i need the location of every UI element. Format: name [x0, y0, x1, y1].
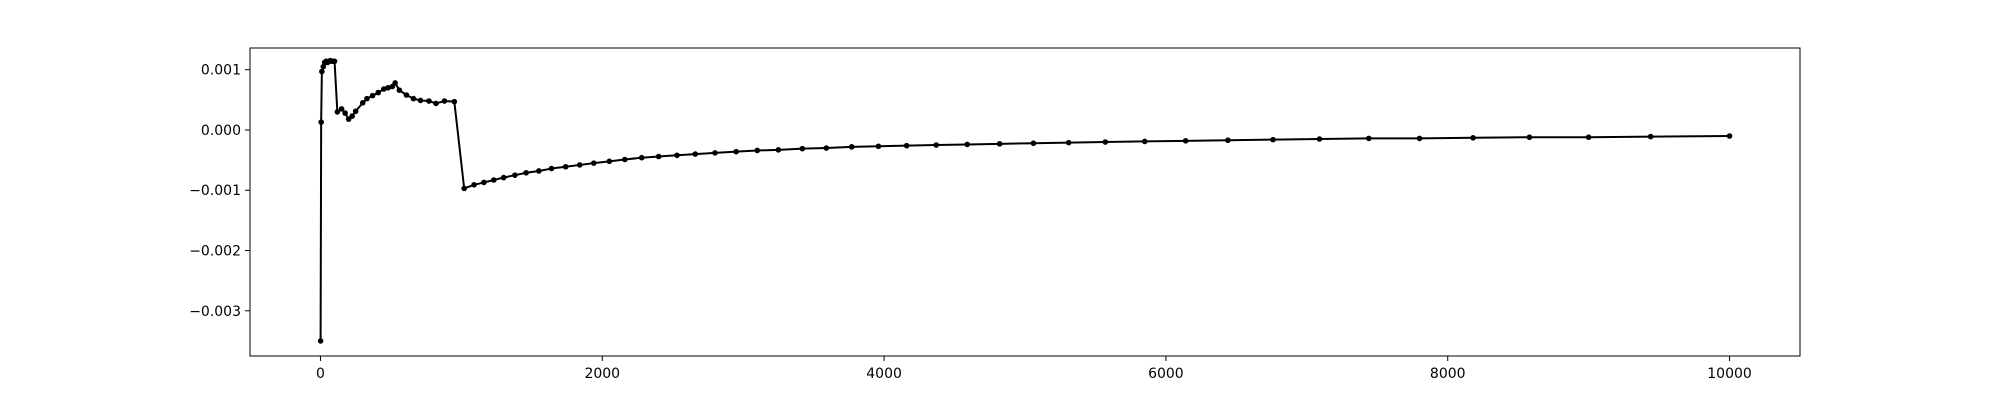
data-point — [396, 87, 403, 93]
data-point — [1416, 135, 1423, 142]
y-tick-label: −0.003 — [189, 304, 241, 320]
x-tick-label: 0 — [316, 366, 325, 382]
data-point — [674, 152, 680, 159]
data-point — [799, 145, 806, 152]
data-point — [490, 177, 497, 183]
data-point — [512, 172, 518, 178]
y-tick-label: −0.002 — [189, 244, 241, 260]
data-point — [319, 68, 325, 75]
data-point — [352, 108, 359, 115]
x-tick-label: 6000 — [1148, 366, 1184, 382]
data-point — [369, 92, 376, 99]
data-point — [433, 100, 439, 107]
data-point — [441, 98, 448, 104]
data-point — [500, 174, 507, 181]
data-point — [733, 148, 739, 155]
data-point — [318, 119, 324, 125]
x-tick-label: 10000 — [1707, 366, 1752, 382]
data-point — [338, 106, 345, 112]
data-point — [385, 84, 391, 91]
data-point — [606, 158, 613, 165]
x-axis: 0 2000 4000 6000 8000 10000 — [316, 356, 1752, 382]
data-point — [933, 142, 940, 148]
data-point — [775, 147, 782, 153]
data-point — [426, 98, 432, 104]
data-point — [375, 89, 382, 96]
data-point — [523, 169, 529, 176]
data-point — [461, 185, 467, 192]
data-point — [1316, 136, 1323, 142]
data-point — [692, 151, 699, 157]
data-point — [331, 58, 338, 65]
data-point — [364, 95, 370, 102]
x-tick-label: 2000 — [584, 366, 620, 382]
data-point — [451, 98, 458, 105]
data-point — [1225, 137, 1231, 144]
data-point — [548, 165, 555, 172]
data-point — [622, 156, 628, 163]
data-point — [638, 154, 645, 161]
data-point — [754, 147, 761, 154]
data-point — [481, 179, 487, 186]
data-point — [1030, 140, 1037, 147]
data-point — [712, 150, 718, 156]
x-tick-label: 8000 — [1430, 366, 1466, 382]
data-point — [1270, 136, 1276, 143]
data-point — [848, 144, 855, 150]
data-point — [591, 160, 597, 166]
data-point — [403, 92, 410, 98]
data-point — [562, 163, 569, 170]
y-tick-label: 0.001 — [201, 63, 241, 79]
series-layer — [317, 57, 1733, 344]
data-point — [317, 338, 324, 344]
data-point — [342, 110, 348, 116]
data-point — [1141, 138, 1148, 145]
data-point — [576, 162, 583, 168]
data-point — [1102, 139, 1109, 145]
data-point — [536, 168, 542, 174]
data-point — [1647, 133, 1654, 140]
data-point — [1065, 139, 1072, 146]
y-axis: 0.001 0.000 −0.001 −0.002 −0.003 — [189, 63, 250, 320]
data-point — [334, 109, 341, 115]
data-point — [1182, 138, 1189, 144]
data-point — [1526, 134, 1533, 141]
data-point — [349, 113, 355, 119]
data-point — [1726, 133, 1733, 139]
data-point — [410, 95, 417, 102]
data-point — [417, 97, 424, 104]
data-point — [392, 80, 398, 86]
plot-frame — [249, 47, 1801, 357]
data-point — [964, 141, 971, 148]
x-tick-label: 4000 — [866, 366, 902, 382]
data-point — [320, 63, 327, 70]
data-point — [359, 100, 366, 106]
data-point — [823, 145, 830, 151]
data-point — [381, 86, 387, 92]
data-point — [1585, 134, 1592, 141]
data-point — [875, 143, 882, 150]
y-tick-label: 0.000 — [201, 123, 241, 139]
data-point — [1366, 135, 1372, 142]
data-point — [655, 153, 662, 160]
data-point — [996, 141, 1003, 147]
data-point — [903, 142, 910, 149]
y-tick-label: −0.001 — [189, 183, 241, 199]
data-point — [471, 182, 477, 188]
data-point — [1470, 135, 1476, 141]
